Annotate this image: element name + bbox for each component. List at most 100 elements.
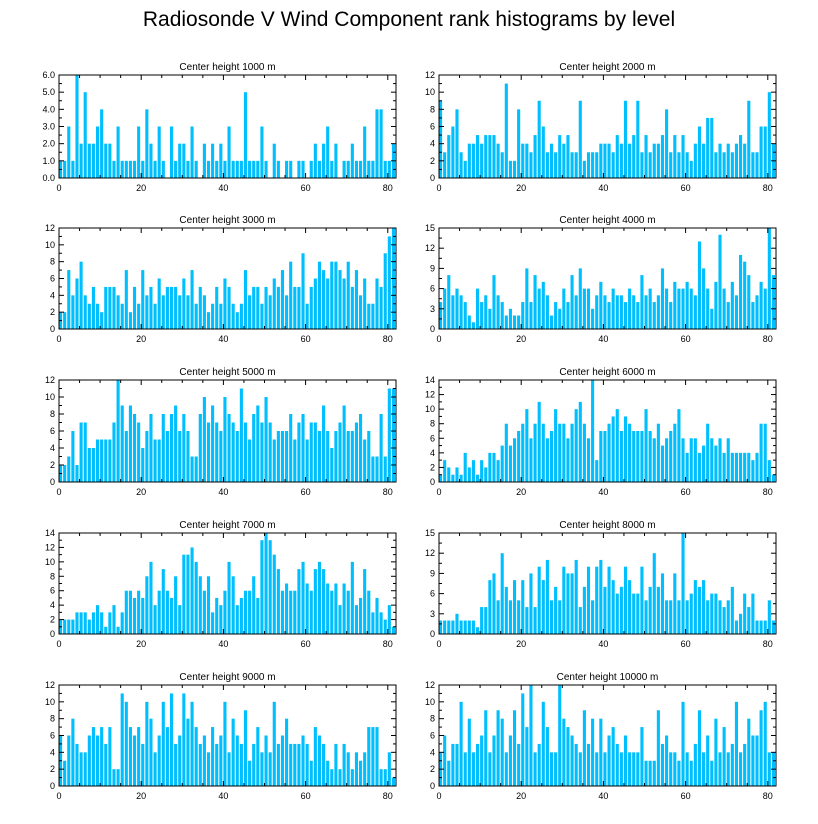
- bar: [763, 288, 767, 329]
- bar: [529, 152, 533, 178]
- x-tick-label: 20: [136, 334, 146, 344]
- bar: [239, 743, 243, 786]
- bar: [145, 576, 149, 634]
- bar: [607, 566, 611, 634]
- bar: [463, 452, 467, 482]
- bar: [734, 143, 739, 178]
- bar: [248, 295, 252, 329]
- bar: [648, 152, 652, 178]
- bar: [346, 261, 350, 329]
- bar: [309, 760, 313, 786]
- bar: [272, 143, 276, 178]
- bar: [161, 701, 165, 786]
- bar: [504, 423, 508, 482]
- bar: [141, 597, 145, 634]
- bar: [533, 423, 537, 482]
- bar: [194, 303, 198, 329]
- bar: [285, 431, 289, 482]
- bar: [521, 143, 525, 178]
- bar: [537, 100, 541, 178]
- bar: [578, 100, 582, 178]
- bar: [95, 439, 100, 482]
- bar: [124, 160, 128, 178]
- y-tick-label: 12: [45, 680, 55, 690]
- bar: [607, 423, 611, 482]
- bar: [525, 727, 529, 786]
- bar: [256, 286, 260, 329]
- bar: [239, 597, 243, 634]
- bar: [673, 752, 677, 786]
- bar: [289, 261, 293, 329]
- bar: [285, 295, 289, 329]
- x-tick-label: 0: [436, 487, 441, 497]
- bar: [280, 270, 285, 329]
- bar: [471, 752, 475, 786]
- x-tick-label: 20: [516, 183, 526, 193]
- x-tick-label: 0: [56, 639, 61, 649]
- bar: [317, 735, 322, 786]
- bar: [586, 288, 591, 329]
- bar: [689, 760, 693, 786]
- bar: [120, 612, 124, 634]
- bar: [459, 620, 463, 634]
- bar: [652, 438, 656, 482]
- y-tick-label: 3: [430, 304, 435, 314]
- bar: [496, 600, 500, 634]
- bar: [685, 752, 689, 786]
- bar: [116, 626, 120, 634]
- bar: [652, 143, 656, 178]
- bar: [243, 422, 248, 482]
- bar: [640, 727, 644, 786]
- bar: [71, 431, 75, 482]
- bar: [75, 75, 79, 178]
- x-tick-label: 40: [218, 791, 228, 801]
- bar: [194, 160, 198, 178]
- panel-10: Center height 10000 m 0 20 40 60 80 0 2 4 6 8 10 12: [425, 672, 777, 801]
- bar: [132, 414, 137, 482]
- bar: [309, 286, 313, 329]
- bar: [439, 100, 443, 178]
- bar: [387, 160, 391, 178]
- bar: [492, 135, 496, 178]
- bar: [693, 743, 697, 786]
- bar: [285, 718, 289, 786]
- bar: [248, 439, 252, 482]
- bar: [525, 143, 529, 178]
- bar: [289, 160, 293, 178]
- bar: [174, 286, 178, 329]
- y-tick-label: 6: [50, 426, 55, 436]
- bar: [607, 143, 611, 178]
- bar: [599, 431, 603, 482]
- bar: [508, 308, 512, 329]
- bar: [484, 295, 488, 329]
- bar: [293, 743, 297, 786]
- bar: [149, 561, 153, 634]
- y-tick-label: 0: [50, 781, 55, 791]
- bar: [755, 452, 759, 482]
- bar: [603, 752, 607, 786]
- x-tick-label: 60: [301, 791, 311, 801]
- bar: [697, 586, 702, 634]
- bar: [443, 735, 447, 786]
- y-tick-label: 4: [430, 747, 435, 757]
- bar: [108, 439, 112, 482]
- bar: [63, 619, 67, 634]
- y-tick-label: 6: [430, 589, 435, 599]
- bar: [603, 431, 607, 482]
- bar: [194, 456, 198, 482]
- bar: [759, 281, 763, 329]
- bar: [219, 303, 223, 329]
- x-tick-label: 40: [218, 487, 228, 497]
- bar: [660, 135, 665, 178]
- bar: [480, 143, 484, 178]
- bar: [747, 452, 751, 482]
- bar: [755, 735, 759, 786]
- bar: [243, 710, 248, 786]
- x-tick-label: 80: [383, 791, 393, 801]
- y-tick-label: 10: [425, 87, 435, 97]
- bar: [677, 152, 681, 178]
- bar: [471, 460, 475, 482]
- bar: [570, 423, 574, 482]
- bar: [574, 409, 578, 482]
